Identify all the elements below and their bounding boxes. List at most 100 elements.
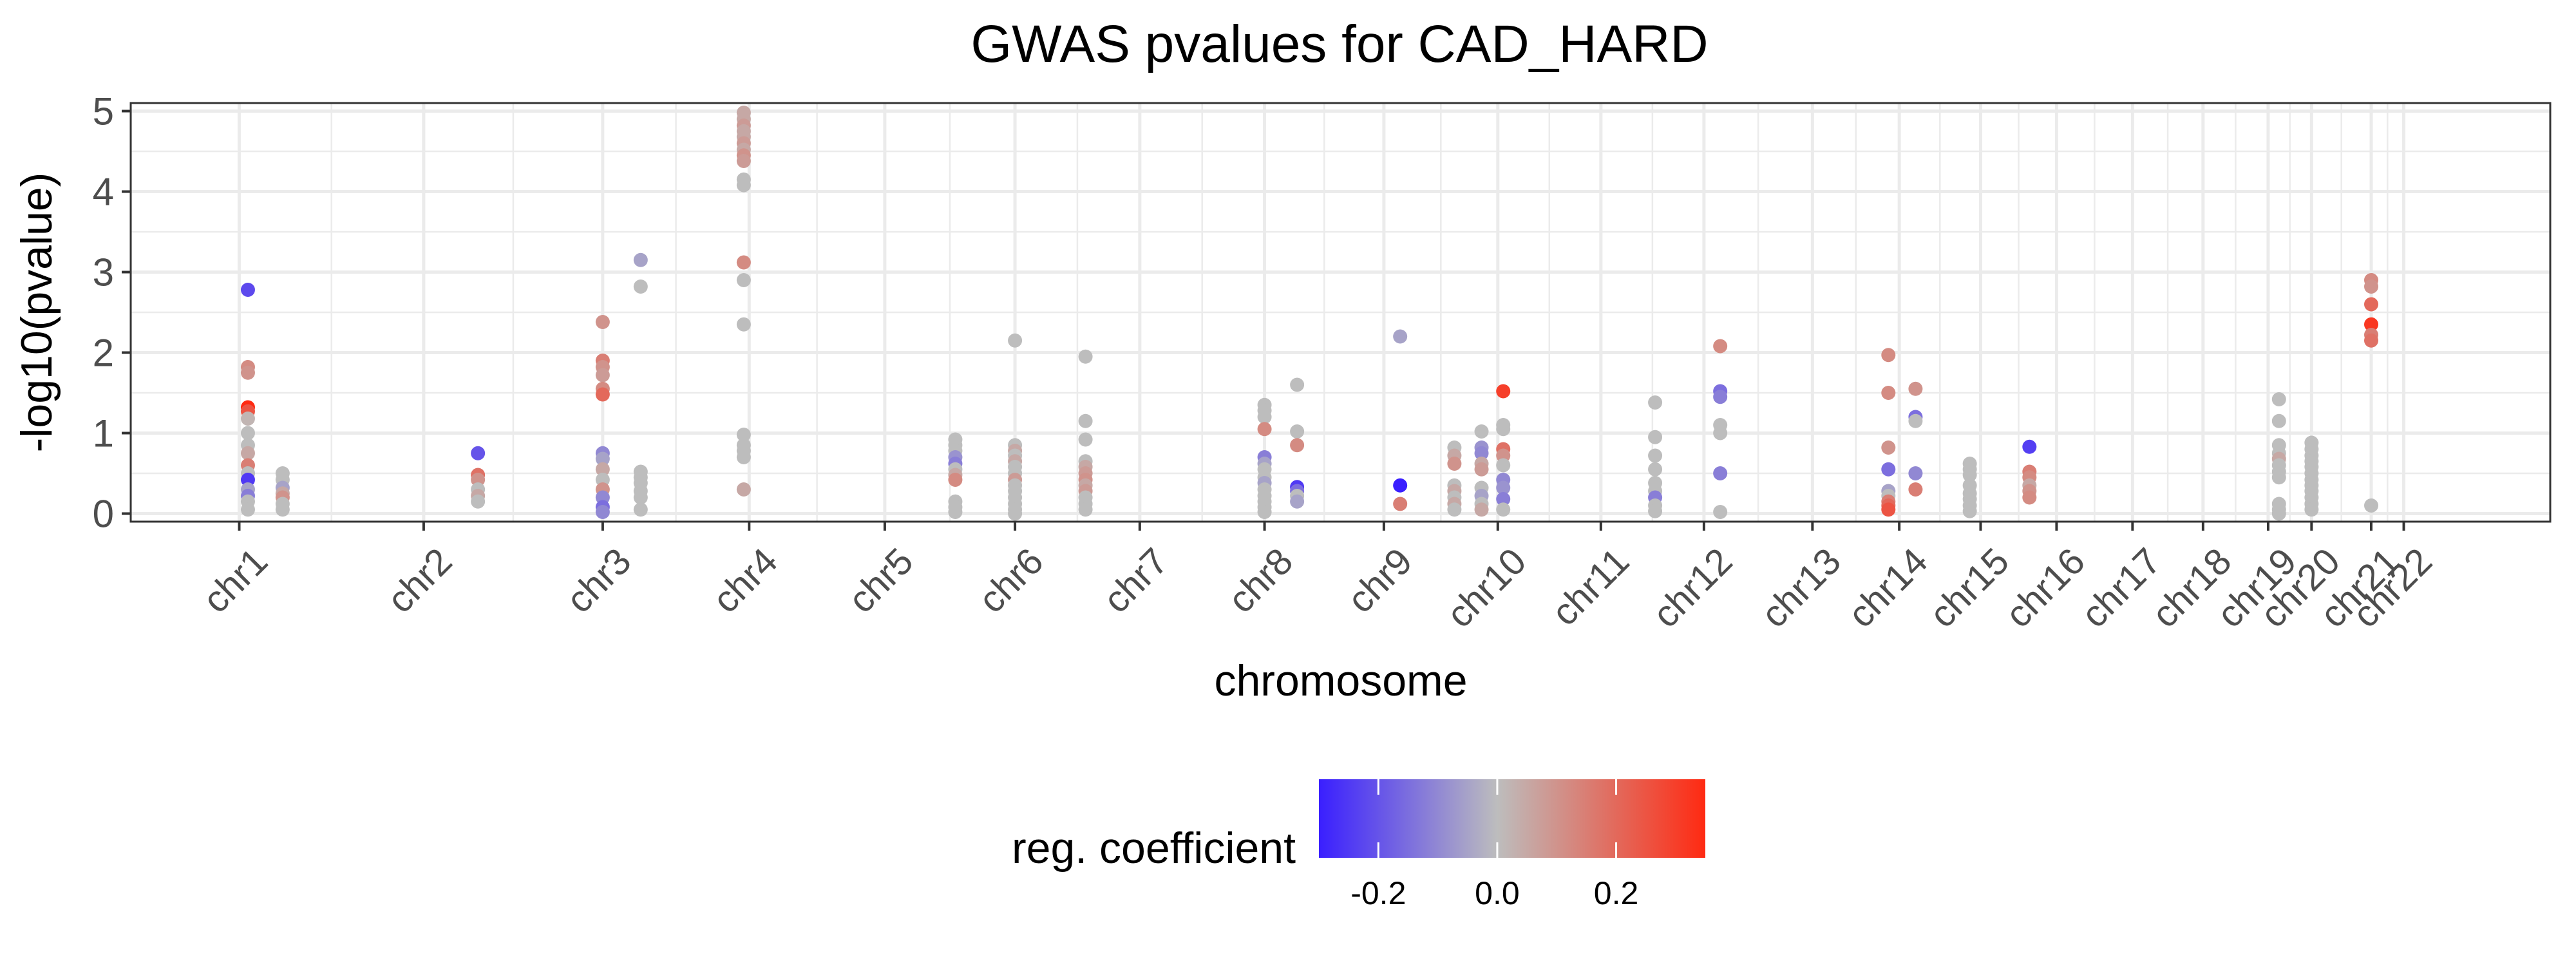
y-tick-label: 3 bbox=[93, 251, 114, 294]
y-tick-label: 1 bbox=[93, 412, 114, 455]
data-point bbox=[2271, 470, 2286, 485]
y-tick-label: 5 bbox=[93, 90, 114, 133]
data-point bbox=[1908, 466, 1923, 480]
data-point bbox=[948, 473, 963, 487]
data-point bbox=[1881, 440, 1896, 455]
data-point bbox=[1881, 386, 1896, 400]
data-point bbox=[1962, 504, 1977, 518]
x-tick-label: chr11 bbox=[1544, 540, 1638, 634]
x-tick-label: chr14 bbox=[1840, 540, 1936, 636]
data-point bbox=[240, 412, 255, 426]
data-point bbox=[1908, 482, 1923, 497]
data-point bbox=[1713, 466, 1728, 480]
data-point bbox=[1648, 448, 1663, 463]
chart-title: GWAS pvalues for CAD_HARD bbox=[971, 15, 1708, 73]
data-point bbox=[2364, 498, 2379, 513]
data-point bbox=[633, 279, 648, 294]
data-point bbox=[1474, 424, 1489, 439]
data-point bbox=[736, 273, 751, 287]
data-point bbox=[736, 450, 751, 464]
data-point bbox=[736, 255, 751, 270]
data-point bbox=[1881, 348, 1896, 363]
data-point bbox=[1648, 504, 1663, 518]
data-point bbox=[240, 426, 255, 440]
x-axis-title: chromosome bbox=[1214, 656, 1467, 705]
plot-panel-border bbox=[129, 102, 2552, 523]
data-point bbox=[1648, 430, 1663, 444]
data-point bbox=[2271, 506, 2286, 521]
data-point bbox=[1908, 413, 1923, 428]
y-axis-title: -log10(pvalue) bbox=[12, 173, 61, 453]
y-tick-label: 0 bbox=[93, 493, 114, 536]
color-legend: reg. coefficient -0.2 0.0 0.2 bbox=[1012, 779, 1705, 911]
data-point bbox=[948, 505, 963, 519]
legend-tick-label: 0.0 bbox=[1475, 875, 1520, 911]
data-point bbox=[1393, 478, 1408, 493]
data-point bbox=[1257, 505, 1272, 519]
data-point bbox=[1496, 492, 1511, 506]
data-point bbox=[1474, 502, 1489, 517]
legend-ticks: -0.2 0.0 0.2 bbox=[1350, 779, 1638, 911]
data-point bbox=[1908, 381, 1923, 396]
data-point bbox=[1496, 422, 1511, 437]
data-point bbox=[1881, 502, 1896, 517]
x-tick-label: chr5 bbox=[840, 540, 922, 621]
data-point bbox=[595, 315, 610, 329]
data-point bbox=[595, 505, 610, 519]
data-point bbox=[1008, 333, 1023, 348]
x-axis: chr1 chr2 chr3 chr4 chr5 chr6 chr7 chr8 chr9 chr1… bbox=[194, 522, 2440, 636]
x-tick-label: chr17 bbox=[2073, 540, 2169, 636]
x-tick-label: chr7 bbox=[1095, 540, 1177, 621]
data-point bbox=[1474, 462, 1489, 477]
gridlines bbox=[131, 103, 2550, 522]
x-tick-label: chr13 bbox=[1753, 540, 1849, 636]
x-tick-label: chr2 bbox=[379, 540, 460, 621]
data-point bbox=[240, 283, 255, 297]
data-point bbox=[2271, 392, 2286, 406]
x-tick-label: chr4 bbox=[705, 540, 786, 621]
data-point bbox=[1648, 395, 1663, 410]
data-point bbox=[1078, 413, 1093, 428]
data-point bbox=[2022, 490, 2037, 505]
data-point bbox=[595, 368, 610, 383]
legend-tick-label: -0.2 bbox=[1350, 875, 1406, 911]
data-point bbox=[736, 154, 751, 168]
data-point bbox=[1713, 426, 1728, 440]
legend-tick-label: 0.2 bbox=[1594, 875, 1639, 911]
x-tick-label: chr10 bbox=[1439, 540, 1535, 636]
data-point bbox=[471, 494, 486, 509]
data-point bbox=[1713, 339, 1728, 354]
legend-title: reg. coefficient bbox=[1012, 824, 1296, 873]
data-point bbox=[2364, 333, 2379, 348]
data-point bbox=[633, 490, 648, 505]
scatter-points bbox=[240, 106, 2379, 521]
data-point bbox=[471, 446, 486, 460]
data-point bbox=[1474, 446, 1489, 460]
data-point bbox=[1008, 506, 1023, 521]
y-tick-label: 4 bbox=[93, 171, 114, 214]
data-point bbox=[595, 451, 610, 466]
data-point bbox=[240, 365, 255, 380]
data-point bbox=[2304, 502, 2319, 517]
data-point bbox=[1257, 422, 1272, 437]
data-point bbox=[1447, 457, 1462, 471]
data-point bbox=[1496, 502, 1511, 517]
data-point bbox=[736, 482, 751, 497]
x-tick-label: chr6 bbox=[971, 540, 1052, 621]
data-point bbox=[240, 502, 255, 517]
data-point bbox=[275, 502, 290, 517]
x-tick-label: chr3 bbox=[558, 540, 639, 621]
x-tick-label: chr8 bbox=[1220, 540, 1301, 621]
x-tick-label: chr16 bbox=[1997, 540, 2093, 636]
data-point bbox=[1257, 410, 1272, 424]
data-point bbox=[1496, 384, 1511, 399]
data-point bbox=[1713, 505, 1728, 519]
data-point bbox=[1393, 497, 1408, 511]
data-point bbox=[2271, 413, 2286, 428]
data-point bbox=[1290, 494, 1305, 509]
data-point bbox=[633, 252, 648, 267]
y-tick-label: 2 bbox=[93, 332, 114, 375]
data-point bbox=[1078, 502, 1093, 517]
data-point bbox=[595, 462, 610, 477]
